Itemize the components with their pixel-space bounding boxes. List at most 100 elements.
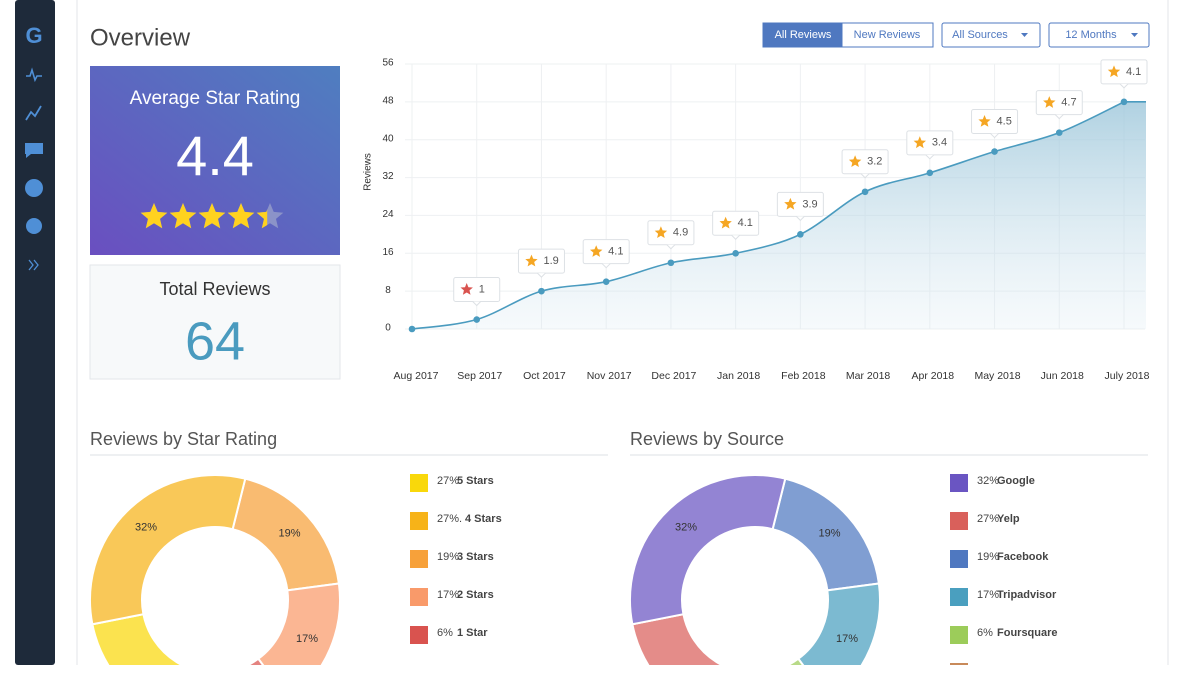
legend-name: Google (997, 475, 1035, 487)
point (473, 316, 481, 323)
donut-slice (89, 474, 247, 626)
legend-swatch (410, 588, 428, 606)
button-label[interactable]: All Reviews (775, 29, 832, 41)
y-tick-label: 8 (385, 285, 391, 296)
point (408, 325, 416, 333)
legend-name: 4 Stars (465, 513, 502, 525)
card-title: Total Reviews (159, 279, 270, 299)
legend-swatch (950, 663, 968, 665)
legend-name: 1 Star (457, 627, 488, 639)
dropdown[interactable] (941, 22, 1041, 48)
legend-swatch (950, 626, 968, 644)
nav-icons[interactable] (25, 67, 43, 271)
donut-slice (631, 613, 725, 665)
x-tick-label: July 2018 (1105, 370, 1150, 382)
button-label[interactable]: New Reviews (854, 29, 921, 41)
annotation-star (848, 155, 862, 167)
legend-swatch (950, 550, 968, 568)
logo[interactable]: G (25, 23, 42, 48)
donut: 19% 17% 6% 32% (629, 474, 881, 689)
activity-icon[interactable] (26, 67, 42, 83)
total-value: 64 (185, 311, 245, 371)
legend-percent: 27% (977, 513, 999, 525)
expand-icon[interactable] (28, 259, 39, 271)
rating-stars (140, 203, 284, 229)
x-tick-label: Feb 2018 (781, 370, 826, 382)
y-tick-label: 56 (382, 58, 394, 69)
slice-label: 17% (296, 633, 318, 645)
y-tick-label: 32 (382, 171, 394, 182)
annotation-star (590, 245, 603, 257)
annotation-label: 4.9 (673, 227, 688, 239)
trend-icon[interactable] (25, 105, 42, 121)
section-title: Reviews by Source (630, 429, 784, 449)
legend-name: Yelp (997, 513, 1020, 525)
donut-slice (796, 582, 881, 665)
legend-name: 3 Stars (457, 551, 494, 563)
settings-icon[interactable] (26, 218, 42, 234)
annotation-pointer (472, 301, 482, 307)
legend-percent: 32% (977, 475, 999, 487)
slice-label: 6% (790, 684, 806, 689)
point (926, 169, 934, 177)
annotation-star (654, 226, 668, 238)
annotation-star (978, 115, 991, 127)
x-tick-label: Mar 2018 (846, 370, 891, 382)
donut-slice (256, 582, 341, 665)
legend-swatch (950, 512, 968, 530)
legend-swatch (950, 588, 968, 606)
point (861, 188, 869, 196)
dropdown-label[interactable]: All Sources (952, 29, 1008, 41)
info-icon[interactable] (25, 179, 43, 197)
button[interactable] (841, 22, 934, 48)
point (797, 231, 804, 238)
donut: 19% 17% 32% (89, 474, 341, 665)
dropdown[interactable] (1048, 22, 1150, 48)
rating-value: 4.4 (176, 124, 254, 187)
point (1120, 98, 1128, 106)
page-title: Overview (90, 24, 191, 51)
annotation-label: 3.2 (867, 156, 882, 168)
donut-slice (629, 474, 787, 626)
annotation-star (525, 254, 538, 267)
x-tick-label: Jan 2018 (717, 370, 760, 382)
point (991, 148, 998, 155)
annotation-pointer (990, 133, 999, 139)
legend-swatch (410, 550, 428, 568)
annotation-star (719, 216, 732, 229)
y-axis-title: Reviews (363, 153, 374, 191)
y-tick-label: 48 (382, 95, 394, 106)
slice-label: 19% (279, 527, 301, 539)
legend-percent: 27% (437, 475, 459, 487)
legend-percent: 17% (437, 589, 459, 601)
legend-percent: 17% (977, 589, 999, 601)
slice-label: 32% (675, 521, 697, 533)
annotation-label: 4.7 (1061, 97, 1076, 109)
annotation-pointer (925, 154, 935, 160)
legend-percent: 19% (437, 551, 459, 563)
legend-name: Facebook (997, 551, 1049, 563)
annotation-star (460, 283, 473, 295)
legend-percent: 27%. (437, 513, 462, 525)
annotation-pointer (666, 244, 676, 250)
x-tick-label: Aug 2017 (394, 370, 439, 382)
y-tick-label: 24 (382, 209, 394, 220)
annotation-star (913, 136, 926, 149)
point (732, 249, 739, 257)
annotation-star (784, 197, 797, 210)
button[interactable] (762, 22, 843, 48)
card-title: Average Star Rating (130, 88, 301, 109)
annotation-pointer (1119, 83, 1129, 89)
legend-name: Tripadvisor (997, 589, 1057, 601)
legend-swatch (410, 512, 428, 530)
comments-icon[interactable] (25, 143, 43, 158)
dropdown-label[interactable]: 12 Months (1065, 29, 1117, 41)
legend-name: 5 Stars (457, 475, 494, 487)
x-tick-label: Oct 2017 (523, 370, 566, 382)
x-tick-label: Dec 2017 (651, 370, 696, 382)
donut-slice (245, 657, 265, 665)
x-tick-label: May 2018 (974, 370, 1020, 382)
annotation-label: 4.1 (738, 217, 753, 229)
